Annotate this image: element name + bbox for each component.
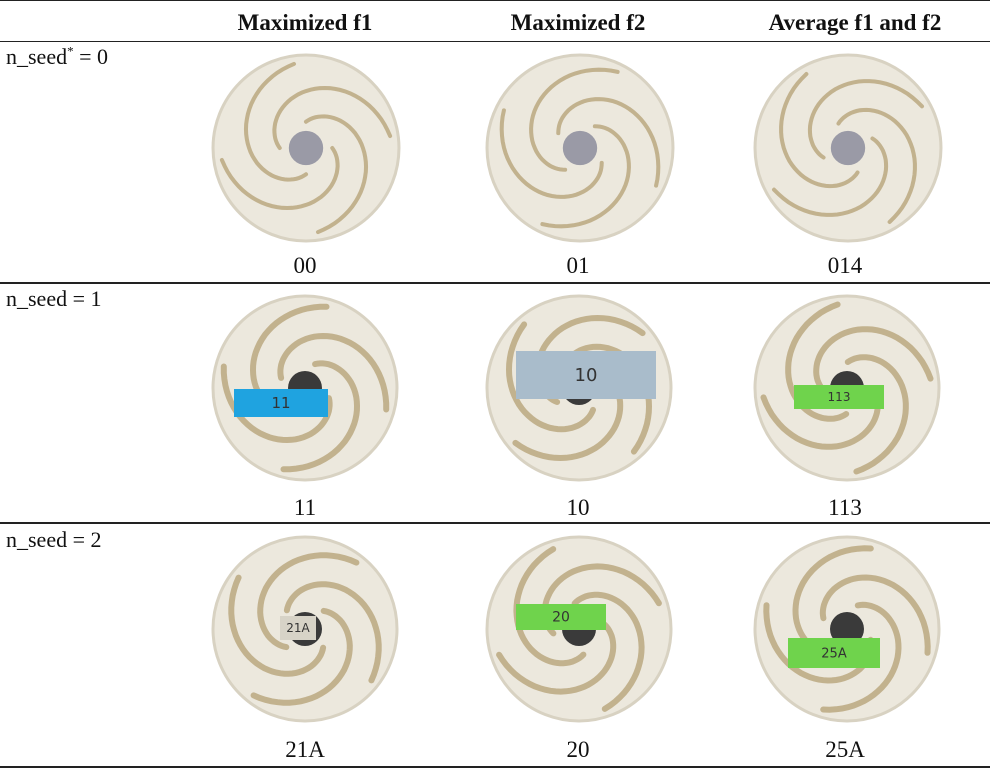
spiral-groove bbox=[844, 354, 909, 475]
spiral-groove bbox=[820, 601, 902, 713]
spiral-groove bbox=[513, 546, 587, 667]
hub-hole bbox=[830, 612, 864, 646]
spiral-groove bbox=[250, 607, 353, 706]
spiral-groove bbox=[257, 552, 360, 651]
spiral-groove bbox=[540, 124, 631, 229]
spiral-groove bbox=[819, 574, 931, 656]
impeller-photo-25A: 25A bbox=[752, 534, 942, 724]
tape-label-text: 11 bbox=[271, 394, 290, 412]
impeller-disc bbox=[753, 53, 943, 243]
spiral-groove bbox=[280, 360, 361, 473]
row-divider-1 bbox=[0, 282, 990, 284]
spiral-groove bbox=[272, 85, 393, 151]
spiral-groove bbox=[807, 79, 924, 160]
impeller-disc: 10 bbox=[485, 294, 673, 482]
label-tape: 10 bbox=[516, 351, 656, 399]
sample-code-10: 10 bbox=[566, 495, 590, 520]
spiral-groove bbox=[813, 326, 934, 391]
spiral-groove bbox=[277, 332, 390, 413]
spiral-groove bbox=[496, 621, 617, 695]
sample-code-11: 11 bbox=[293, 495, 317, 520]
sample-code-20: 20 bbox=[566, 737, 590, 762]
impeller-disc: 21A bbox=[211, 535, 399, 723]
spiral-groove bbox=[505, 321, 596, 433]
spiral-groove bbox=[303, 114, 369, 235]
bottom-rule bbox=[0, 766, 990, 768]
spiral-groove bbox=[283, 581, 382, 684]
spiral-groove bbox=[219, 145, 340, 211]
impeller-disc bbox=[211, 53, 401, 243]
hub-hole bbox=[830, 130, 866, 166]
column-header-maximized-f1: Maximized f1 bbox=[237, 10, 373, 35]
label-tape: 25A bbox=[788, 638, 880, 668]
label-tape: 11 bbox=[234, 389, 328, 417]
impeller-disc bbox=[485, 53, 675, 243]
sample-code-00: 00 bbox=[293, 253, 317, 278]
column-header-maximized-f2: Maximized f2 bbox=[510, 10, 646, 35]
tape-label-text: 20 bbox=[552, 610, 570, 626]
impeller-photo-113: 113 bbox=[752, 293, 942, 483]
spiral-groove bbox=[785, 301, 850, 422]
spiral-groove bbox=[556, 97, 661, 188]
impeller-photo-21A: 21A bbox=[210, 534, 400, 724]
impeller-photo-10: 10 bbox=[484, 293, 674, 483]
spiral-groove bbox=[571, 591, 645, 712]
spiral-groove bbox=[499, 108, 604, 199]
sample-code-21A: 21A bbox=[285, 737, 325, 762]
impeller-photo-00 bbox=[210, 52, 402, 244]
impeller-photo-20: 20 bbox=[484, 534, 674, 724]
header-rule bbox=[0, 41, 990, 42]
sample-code-014: 014 bbox=[827, 253, 863, 278]
sample-code-113: 113 bbox=[828, 495, 862, 520]
sample-code-25A: 25A bbox=[825, 737, 865, 762]
sample-code-01: 01 bbox=[566, 253, 590, 278]
spiral-groove bbox=[529, 67, 620, 172]
row-label-seed-0: n_seed* = 0 bbox=[6, 43, 109, 69]
label-tape: 21A bbox=[280, 616, 316, 640]
column-header-average: Average f1 and f2 bbox=[768, 10, 942, 35]
spiral-groove bbox=[772, 136, 889, 217]
impeller-photo-014 bbox=[752, 52, 944, 244]
impeller-disc: 113 bbox=[753, 294, 941, 482]
label-tape: 113 bbox=[794, 385, 884, 409]
hub-hole bbox=[288, 130, 324, 166]
tape-label-text: 113 bbox=[828, 390, 851, 404]
row-label-seed-2: n_seed = 2 bbox=[6, 527, 102, 552]
label-tape: 20 bbox=[516, 604, 606, 630]
spiral-groove bbox=[243, 61, 309, 182]
impeller-disc: 11 bbox=[211, 294, 399, 482]
row-divider-2 bbox=[0, 522, 990, 524]
spiral-groove bbox=[836, 107, 917, 224]
impeller-disc: 20 bbox=[485, 535, 673, 723]
impeller-photo-11: 11 bbox=[210, 293, 400, 483]
spiral-groove bbox=[779, 72, 860, 189]
impeller-disc: 25A bbox=[753, 535, 941, 723]
row-label-seed-1: n_seed = 1 bbox=[6, 286, 102, 311]
hub-hole bbox=[562, 130, 598, 166]
tape-label-text: 21A bbox=[286, 621, 310, 635]
tape-label-text: 25A bbox=[821, 646, 847, 661]
tape-label-text: 10 bbox=[575, 365, 598, 386]
spiral-groove bbox=[228, 574, 327, 677]
impeller-photo-01 bbox=[484, 52, 676, 244]
top-rule bbox=[0, 0, 990, 1]
